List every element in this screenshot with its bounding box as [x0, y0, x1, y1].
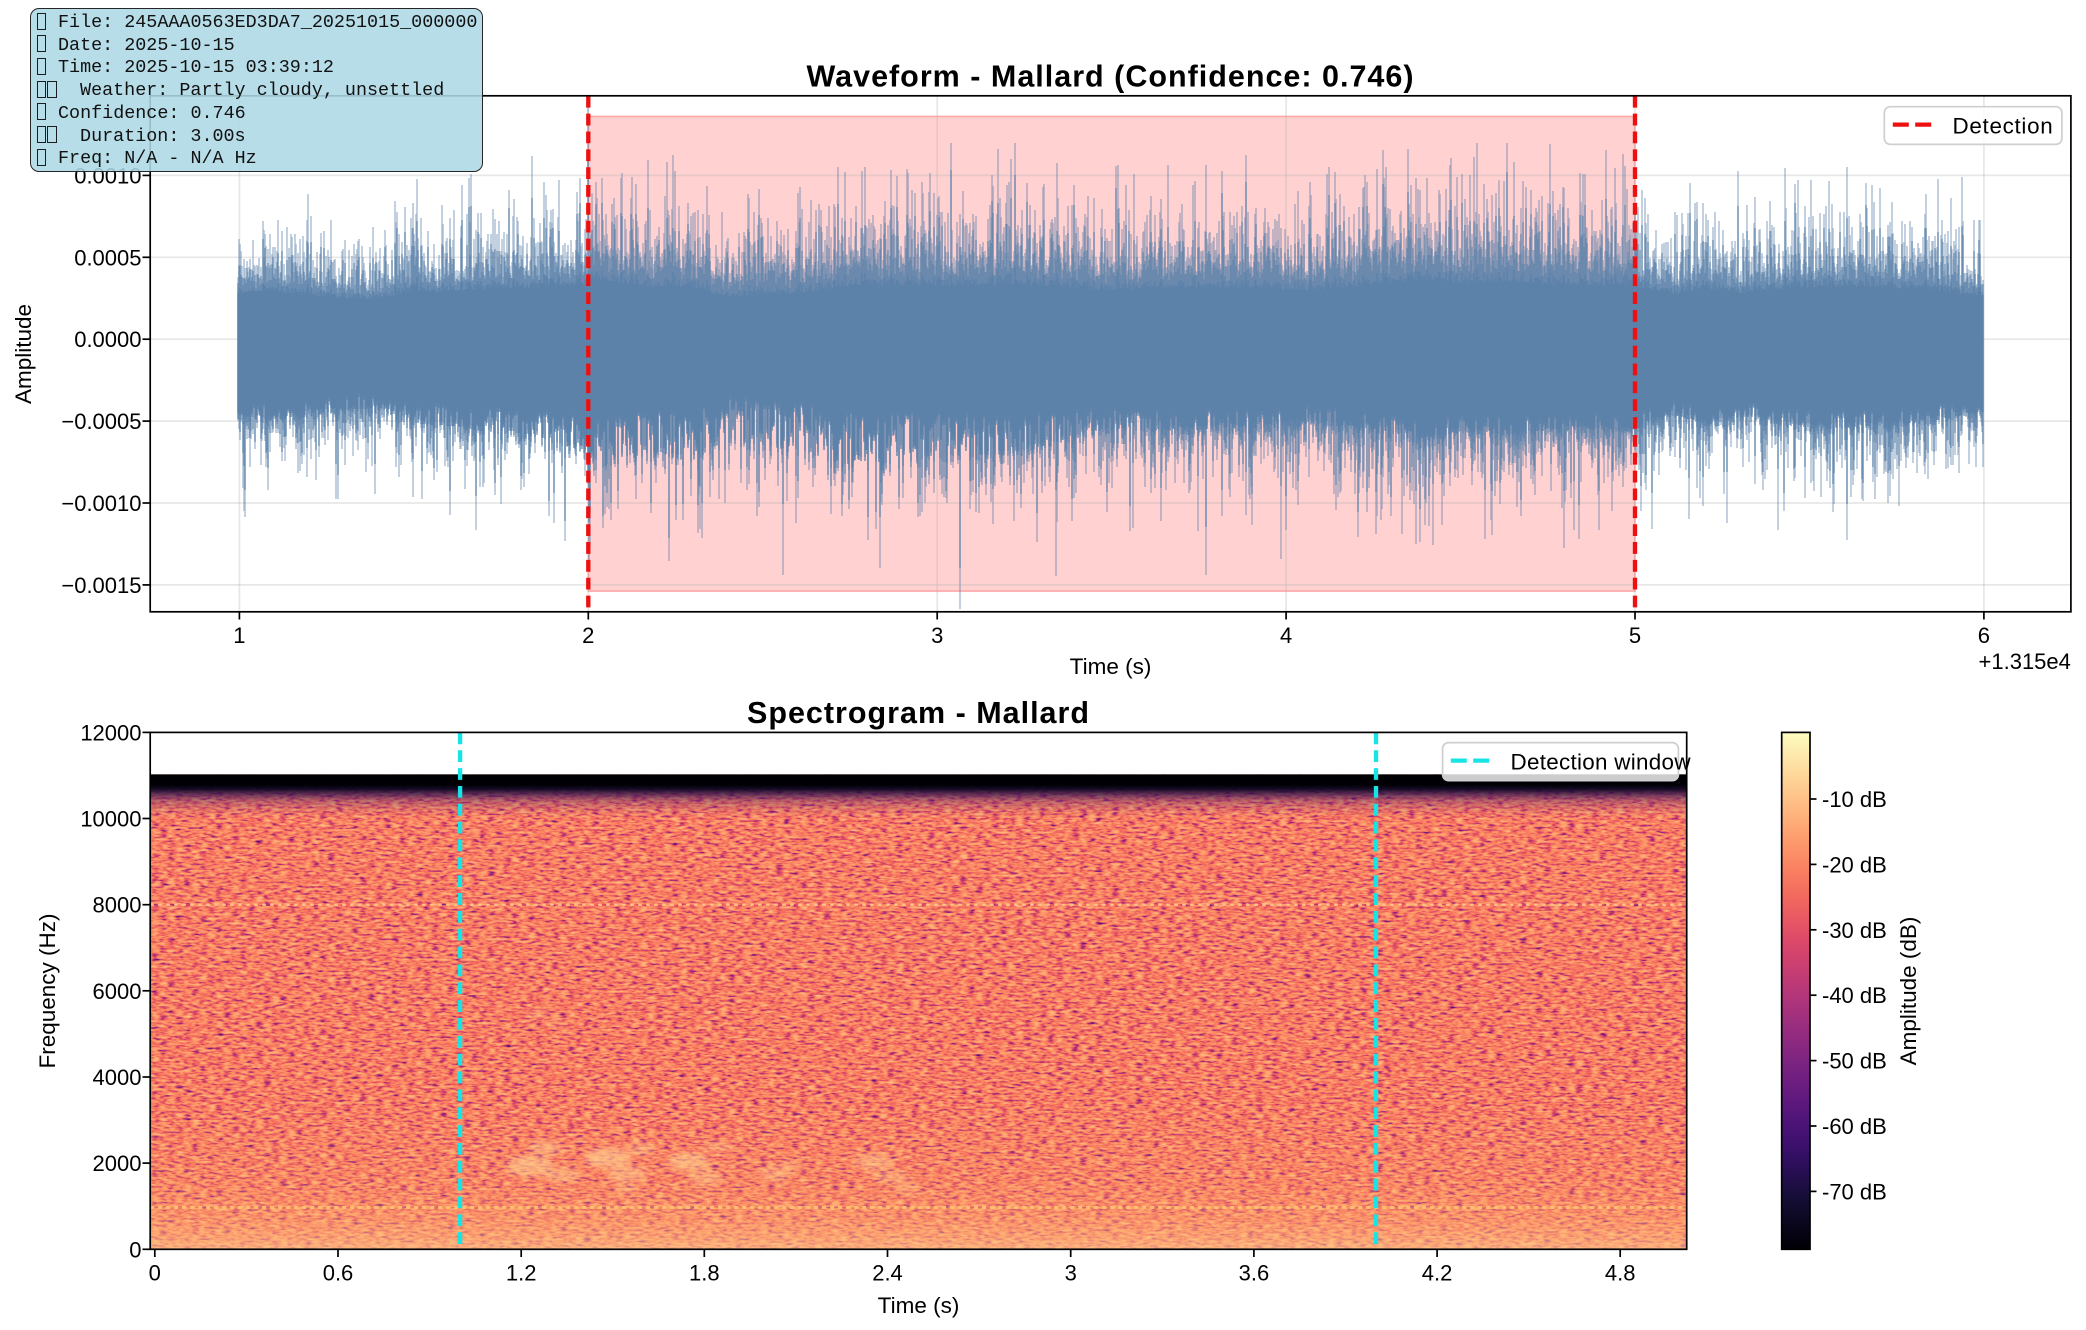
svg-text:Spectrogram - Mallard: Spectrogram - Mallard [747, 696, 1090, 730]
svg-text:1: 1 [233, 623, 245, 648]
svg-text:6000: 6000 [93, 979, 142, 1004]
svg-text:-10 dB: -10 dB [1822, 787, 1887, 812]
svg-text:Detection: Detection [1953, 114, 2054, 139]
svg-text:+1.315e4: +1.315e4 [1979, 649, 2071, 674]
svg-text:0.0005: 0.0005 [74, 245, 141, 270]
svg-text:-60 dB: -60 dB [1822, 1114, 1887, 1139]
svg-text:Amplitude: Amplitude [11, 304, 36, 404]
svg-text:4000: 4000 [93, 1065, 142, 1090]
svg-text:5: 5 [1629, 623, 1641, 648]
svg-text:-70 dB: -70 dB [1822, 1179, 1887, 1204]
svg-text:Time (s): Time (s) [878, 1293, 960, 1318]
svg-text:Time (s): Time (s) [1070, 654, 1152, 679]
svg-text:−0.0005: −0.0005 [61, 409, 141, 434]
svg-text:0.6: 0.6 [323, 1261, 354, 1286]
svg-text:0: 0 [149, 1261, 161, 1286]
svg-text:2: 2 [582, 623, 594, 648]
svg-text:8000: 8000 [93, 893, 142, 918]
svg-text:3: 3 [931, 623, 943, 648]
svg-text:2.4: 2.4 [872, 1261, 903, 1286]
svg-text:3: 3 [1065, 1261, 1077, 1286]
svg-text:-30 dB: -30 dB [1822, 918, 1887, 943]
svg-text:3.6: 3.6 [1239, 1261, 1270, 1286]
svg-text:Frequency (Hz): Frequency (Hz) [35, 913, 60, 1068]
svg-text:-20 dB: -20 dB [1822, 852, 1887, 877]
svg-text:4.2: 4.2 [1422, 1261, 1453, 1286]
svg-text:Detection window: Detection window [1511, 750, 1692, 775]
svg-text:4.8: 4.8 [1605, 1261, 1636, 1286]
svg-text:-50 dB: -50 dB [1822, 1049, 1887, 1074]
svg-text:1.8: 1.8 [689, 1261, 720, 1286]
svg-text:Waveform - Mallard (Confidence: Waveform - Mallard (Confidence: 0.746) [806, 60, 1414, 94]
svg-text:6: 6 [1978, 623, 1990, 648]
svg-text:12000: 12000 [80, 720, 141, 745]
svg-text:-40 dB: -40 dB [1822, 983, 1887, 1008]
svg-text:10000: 10000 [80, 807, 141, 832]
svg-text:−0.0010: −0.0010 [61, 491, 141, 516]
svg-text:−0.0015: −0.0015 [61, 573, 141, 598]
svg-text:1.2: 1.2 [506, 1261, 537, 1286]
svg-text:0: 0 [129, 1237, 141, 1262]
svg-text:0.0000: 0.0000 [74, 327, 141, 352]
svg-text:2000: 2000 [93, 1151, 142, 1176]
svg-text:Amplitude (dB): Amplitude (dB) [1896, 917, 1921, 1066]
svg-text:4: 4 [1280, 623, 1292, 648]
